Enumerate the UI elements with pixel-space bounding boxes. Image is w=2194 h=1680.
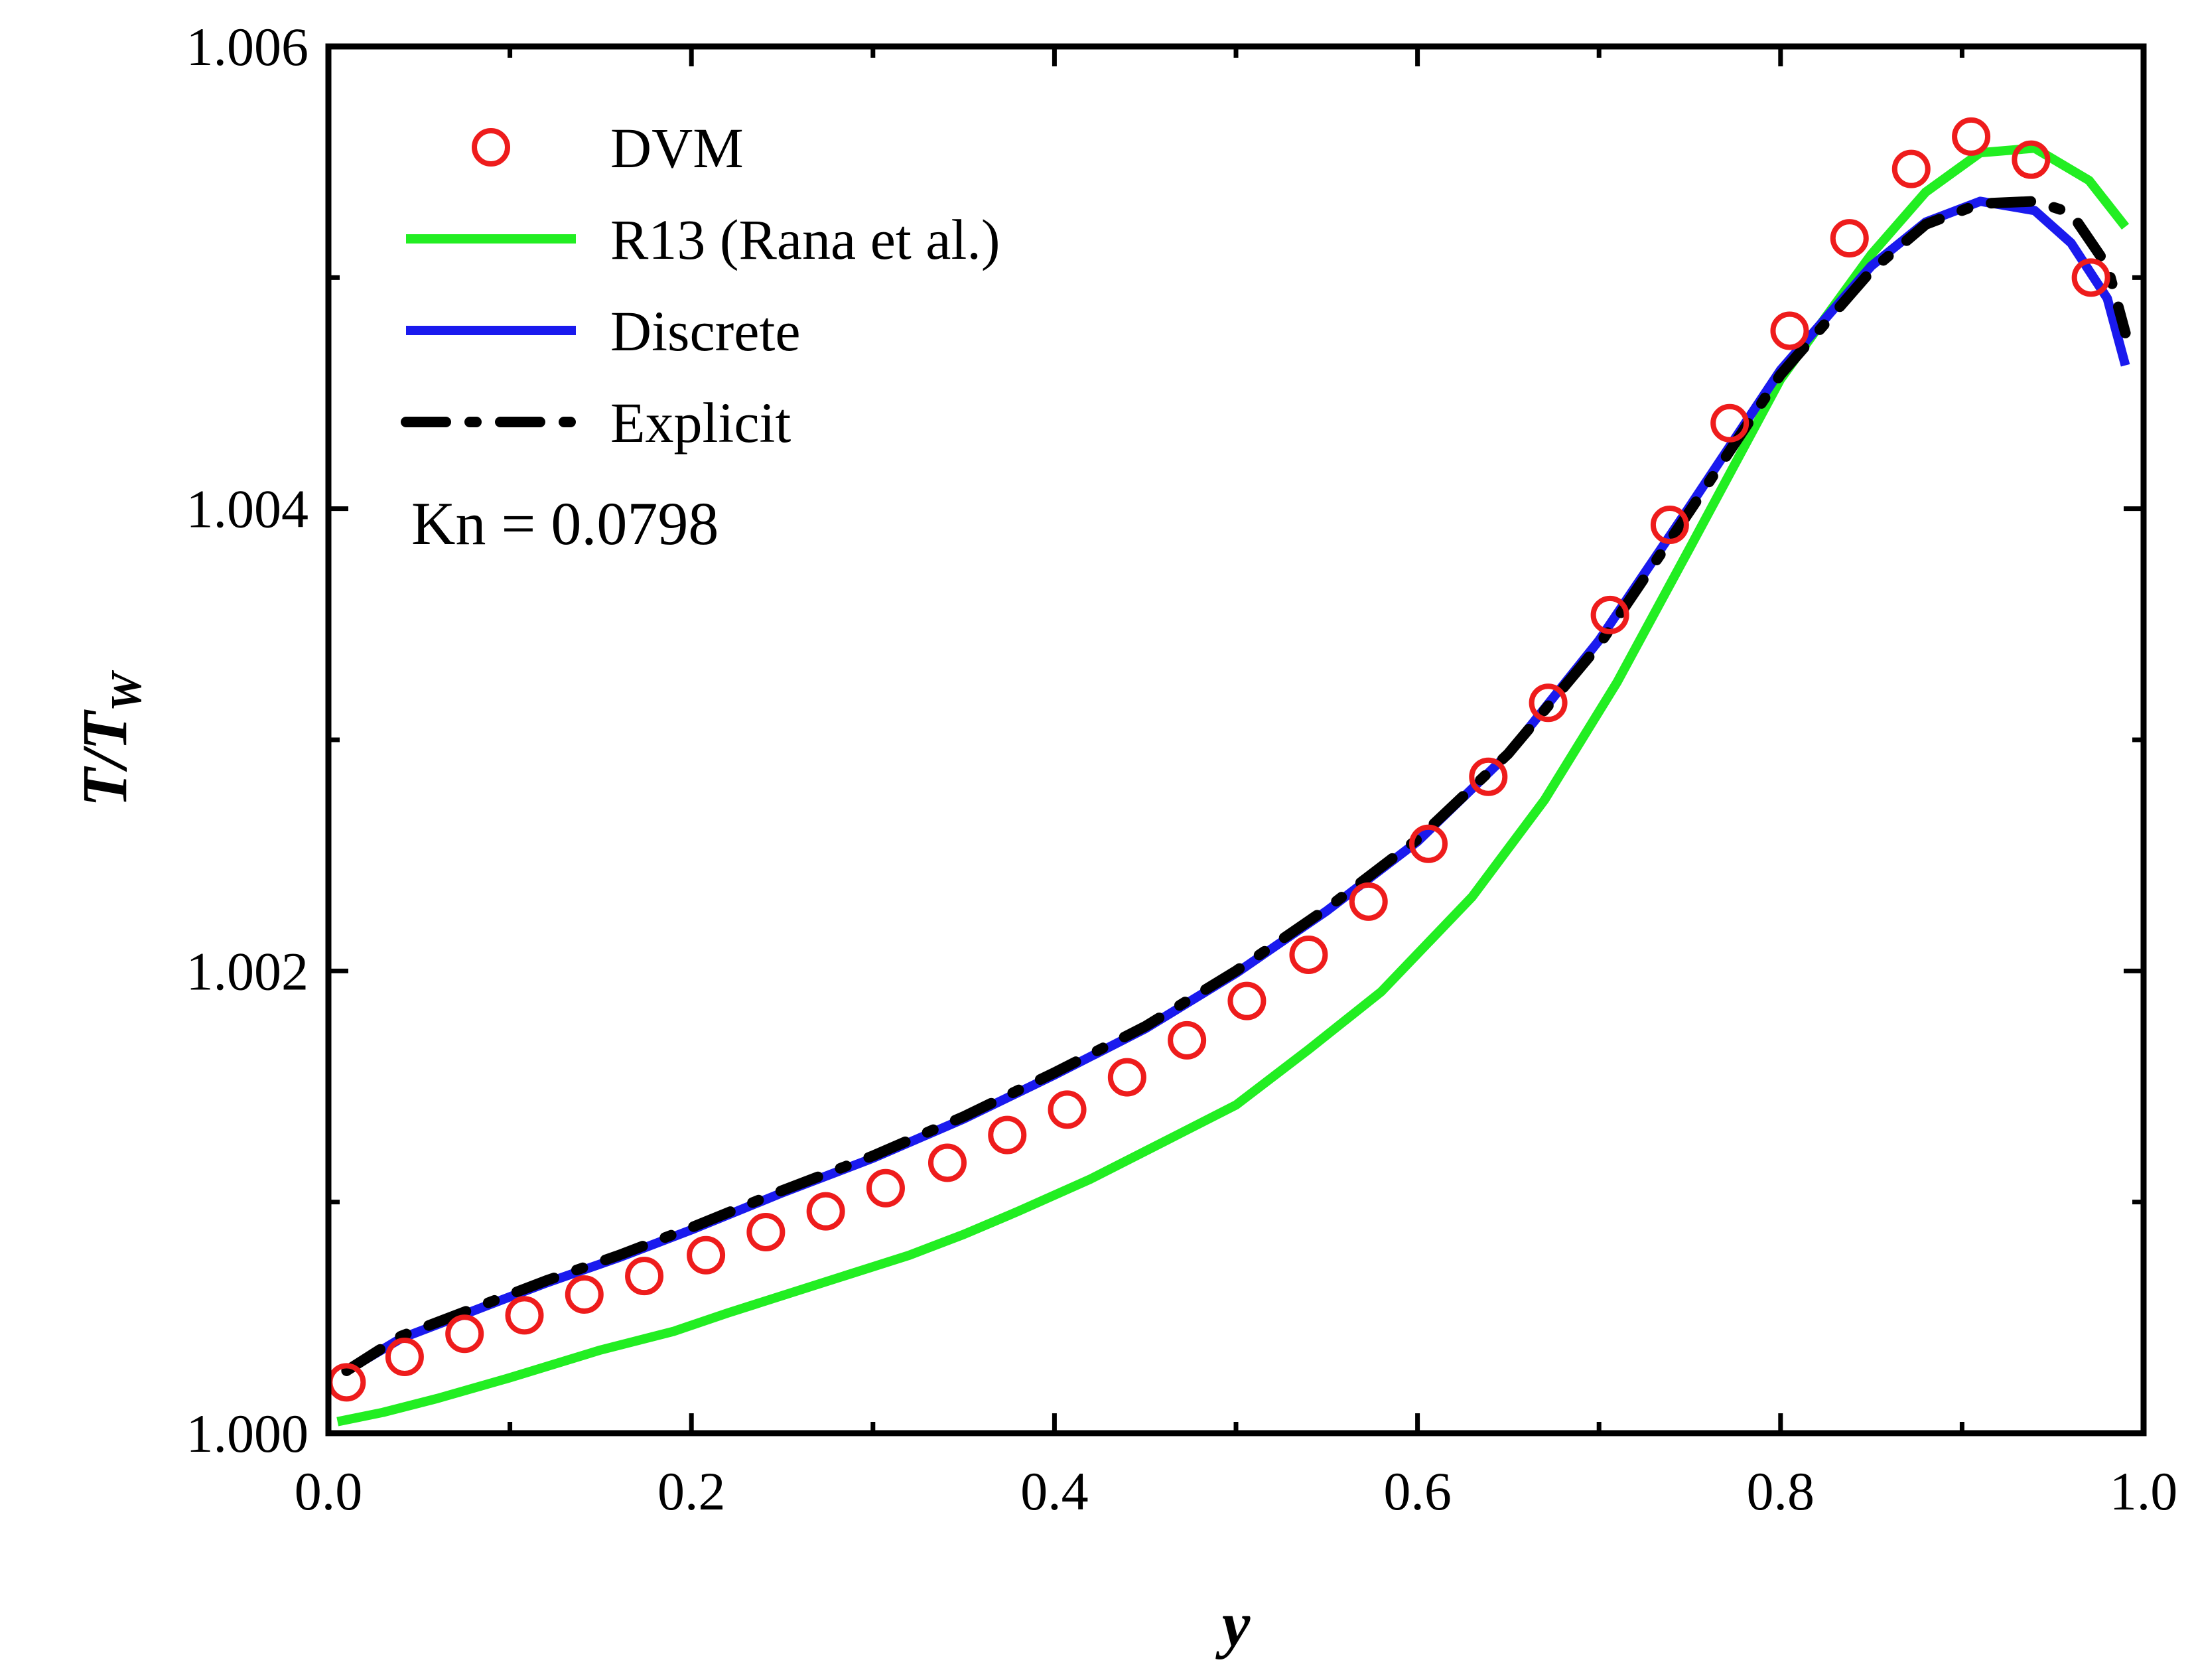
dvm-point bbox=[1770, 311, 1809, 350]
y-axis-title: T/TW bbox=[69, 669, 151, 807]
dvm-point bbox=[866, 1168, 905, 1208]
dvm-point bbox=[746, 1212, 786, 1251]
dvm-point bbox=[385, 1338, 424, 1377]
y-tick-label: 1.000 bbox=[186, 1403, 309, 1464]
dvm-point bbox=[2071, 258, 2110, 297]
dvm-point bbox=[1227, 981, 1267, 1020]
dvm-point bbox=[565, 1275, 604, 1314]
dvm-point bbox=[1409, 824, 1448, 863]
y-axis-title-text: T/TW bbox=[69, 669, 151, 807]
series-layer bbox=[328, 117, 2131, 1427]
dvm-point bbox=[1048, 1090, 1087, 1129]
dvm-point bbox=[1891, 149, 1931, 188]
x-tick-label: 0.2 bbox=[657, 1461, 726, 1521]
series-dvm bbox=[328, 117, 2110, 1402]
dvm-point bbox=[1168, 1020, 1207, 1060]
legend-label: DVM bbox=[610, 116, 744, 180]
dvm-point bbox=[1952, 117, 1991, 156]
dvm-point bbox=[988, 1115, 1027, 1155]
legend-label: Discrete bbox=[610, 299, 801, 363]
y-axis-title-subscript: W bbox=[102, 669, 151, 711]
legend: DVM R13 (Rana et al.) Discrete Explicit bbox=[401, 116, 1000, 455]
series-line-explicit bbox=[341, 196, 2131, 1376]
x-tick-label: 0.4 bbox=[1020, 1461, 1089, 1521]
dvm-point bbox=[1650, 506, 1689, 545]
dvm-point bbox=[1529, 683, 1568, 723]
dvm-point bbox=[1830, 219, 1869, 258]
dvm-point bbox=[927, 1143, 967, 1182]
dvm-point bbox=[445, 1314, 484, 1354]
x-tick-label: 0.8 bbox=[1747, 1461, 1815, 1521]
dvm-point bbox=[1469, 757, 1508, 796]
dvm-point bbox=[505, 1296, 544, 1335]
tick-labels: 0.0 0.2 0.4 0.6 0.8 1.0 1.000 1.002 1.004 1.006 bbox=[186, 17, 2178, 1521]
series-line-r13-rana-et-al bbox=[336, 143, 2130, 1427]
dvm-point bbox=[1107, 1058, 1146, 1097]
dvm-point bbox=[2012, 140, 2051, 179]
x-tick-label: 0.0 bbox=[295, 1461, 363, 1521]
plot-area bbox=[328, 117, 2131, 1427]
dvm-point bbox=[1289, 935, 1328, 974]
dvm-point bbox=[687, 1235, 726, 1275]
y-tick-label: 1.004 bbox=[186, 479, 309, 539]
y-tick-label: 1.006 bbox=[186, 17, 309, 77]
x-tick-label: 0.6 bbox=[1383, 1461, 1452, 1521]
legend-label: Explicit bbox=[610, 391, 791, 455]
dvm-point bbox=[625, 1257, 664, 1296]
plot-frame bbox=[325, 43, 2147, 1436]
legend-label: R13 (Rana et al.) bbox=[610, 208, 1000, 271]
legend-marker-dvm bbox=[472, 128, 510, 167]
y-axis-title-main: T/T bbox=[69, 709, 140, 807]
knudsen-annotation: Kn = 0.0798 bbox=[411, 490, 719, 557]
y-tick-label: 1.002 bbox=[186, 941, 309, 1001]
x-tick-label: 1.0 bbox=[2110, 1461, 2178, 1521]
dvm-point bbox=[806, 1192, 845, 1231]
dvm-point bbox=[1710, 403, 1749, 443]
dvm-point bbox=[1349, 882, 1388, 921]
dvm-point bbox=[1590, 595, 1629, 634]
